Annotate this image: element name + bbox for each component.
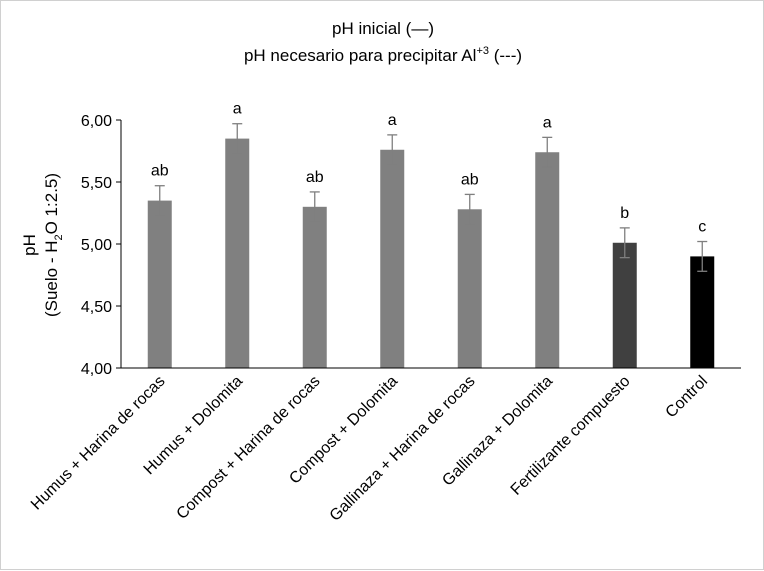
category-label: Humus + Harina de rocas: [28, 373, 169, 514]
bar: [147, 200, 172, 368]
category-label: Compost + Harina de rocas: [174, 373, 324, 523]
category-label: Gallinaza + Harina de rocas: [327, 373, 479, 525]
y-axis-label-line2-prefix: (Suelo - H: [42, 241, 61, 318]
bar: [612, 242, 637, 368]
significance-letter: a: [233, 101, 242, 118]
significance-letter: ab: [306, 169, 324, 186]
chart-title-line2-suffix: (---): [489, 46, 522, 65]
significance-letter: a: [543, 114, 552, 131]
y-tick-label: 5,00: [81, 237, 112, 254]
chart-title-line2: pH necesario para precipitar Al+3 (---): [244, 45, 522, 65]
bar: [457, 209, 482, 368]
bar: [380, 149, 405, 368]
axes: [120, 120, 741, 369]
bar: [690, 256, 715, 368]
chart-title-line2-sup: +3: [476, 45, 489, 57]
y-axis-ticks: 4,00 4,50 5,00 5,50 6,00: [81, 113, 121, 378]
y-tick-label: 6,00: [81, 113, 112, 130]
significance-letter: ab: [151, 163, 169, 180]
y-tick-label: 4,00: [81, 361, 112, 378]
y-axis-label-line2-suffix: O 1:2.5): [42, 173, 61, 234]
category-label: Control: [663, 373, 711, 421]
chart-title-line2-prefix: pH necesario para precipitar Al: [244, 46, 476, 65]
bars: [147, 138, 715, 368]
significance-letter: c: [698, 219, 706, 236]
y-axis-label-line2-sub: 2: [53, 234, 65, 240]
y-axis-label-line2: (Suelo - H2O 1:2.5): [42, 173, 65, 317]
significance-letter: b: [620, 205, 629, 222]
y-tick-label: 5,50: [81, 175, 112, 192]
significance-letter: a: [388, 112, 397, 129]
error-bars: [154, 123, 708, 272]
chart-title-line1: pH inicial (—): [332, 19, 434, 38]
y-axis-label-line1: pH: [20, 234, 39, 256]
bar: [225, 138, 250, 368]
y-tick-label: 4,50: [81, 299, 112, 316]
bar: [535, 152, 560, 368]
significance-letter: ab: [461, 171, 479, 188]
bar: [302, 206, 327, 368]
